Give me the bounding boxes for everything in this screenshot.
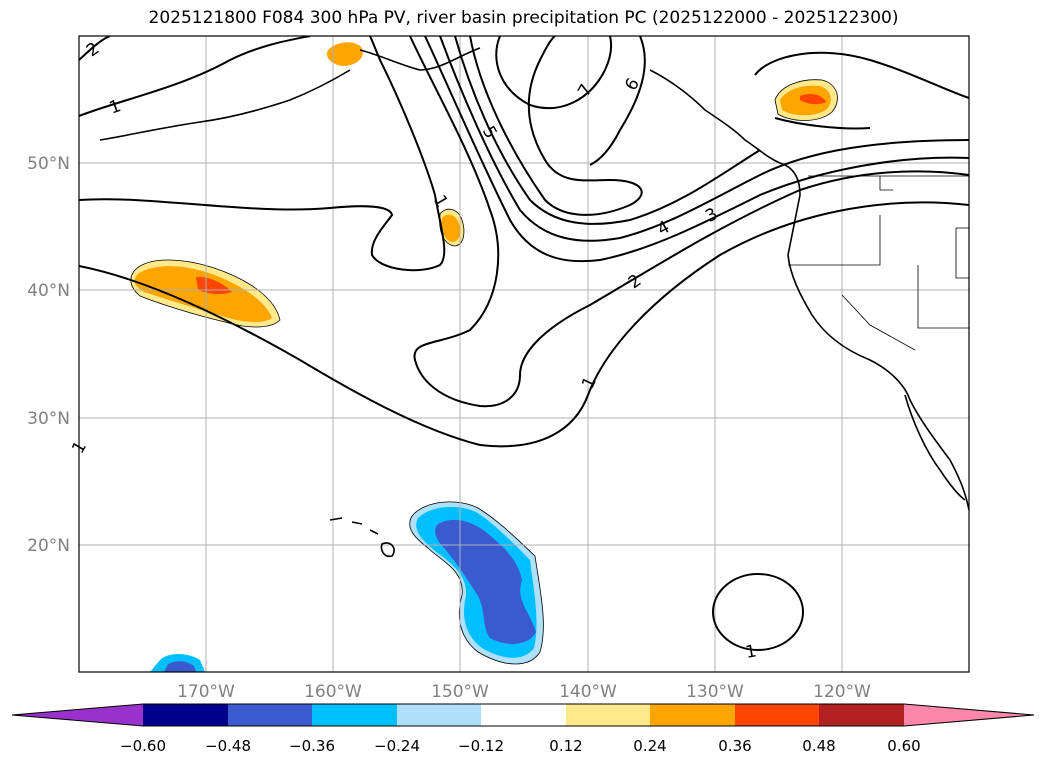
alaska-coast xyxy=(359,47,481,71)
colorbar-segment xyxy=(312,704,397,726)
pv-contour-1-closed xyxy=(712,573,804,651)
colorbar-segment xyxy=(650,704,735,726)
colorbar-segment xyxy=(143,704,228,726)
colorbar xyxy=(11,703,1035,727)
pv-contour-4 xyxy=(439,36,969,242)
colorbar-segment xyxy=(397,704,481,726)
political-borders xyxy=(788,175,969,351)
lat-label: 50°N xyxy=(27,154,70,174)
north-america-coast xyxy=(649,69,969,511)
aleutian-islands xyxy=(99,69,351,141)
lon-label: 170°W xyxy=(177,682,235,702)
colorbar-tick-label: −0.48 xyxy=(205,737,251,755)
precip-outlines xyxy=(130,79,838,665)
lon-label: 120°W xyxy=(813,682,871,702)
map-frame xyxy=(78,35,970,673)
pv-contour-2-nw xyxy=(79,36,111,61)
colorbar-tick-label: −0.36 xyxy=(289,737,335,755)
pv-contour-7-outer xyxy=(469,36,643,216)
colorbar-tick-label: 0.12 xyxy=(549,737,582,755)
lon-label: 130°W xyxy=(686,682,744,702)
map-title: 2025121800 F084 300 hPa PV, river basin … xyxy=(148,8,899,28)
lat-label: 40°N xyxy=(27,281,70,301)
gridlines xyxy=(79,36,969,672)
colorbar-tick-label: −0.12 xyxy=(458,737,504,755)
colorbar-arrow-low xyxy=(12,704,143,726)
colorbar-tick-label: 0.24 xyxy=(633,737,666,755)
pv-contour-ne xyxy=(754,51,969,99)
lat-label: 30°N xyxy=(27,409,70,429)
coastlines xyxy=(99,47,969,558)
baja-california xyxy=(904,394,966,501)
pv-contour-1-main xyxy=(79,201,969,448)
pv-contour-ne-2 xyxy=(774,117,871,130)
colorbar-segment xyxy=(819,704,904,726)
lon-label: 160°W xyxy=(304,682,362,702)
pv-contour-2 xyxy=(409,36,969,408)
lat-label: 20°N xyxy=(27,536,70,556)
colorbar-segment xyxy=(481,704,566,726)
colorbar-arrow-high xyxy=(904,704,1034,726)
colorbar-ticks: −0.60 −0.48 −0.36 −0.24 −0.12 0.12 0.24 … xyxy=(120,737,921,755)
contour-label: 1 xyxy=(744,641,758,663)
pv-contour-3 xyxy=(424,36,969,263)
colorbar-segment xyxy=(566,704,650,726)
colorbar-tick-label: −0.24 xyxy=(374,737,420,755)
colorbar-tick-label: 0.36 xyxy=(718,737,751,755)
pv-contour-5 xyxy=(454,36,761,225)
pv-contour-1-nw xyxy=(79,36,311,117)
colorbar-tick-label: −0.60 xyxy=(120,737,166,755)
axis-labels: 50°N 40°N 30°N 20°N 170°W 160°W 150°W 14… xyxy=(27,154,871,702)
colorbar-tick-label: 0.60 xyxy=(887,737,920,755)
pv-contours xyxy=(79,36,969,651)
hawaii-islands xyxy=(329,517,395,558)
colorbar-outline xyxy=(11,703,1035,727)
pv-contour-1-inner xyxy=(79,36,446,272)
colorbar-segment xyxy=(735,704,819,726)
colorbar-segment xyxy=(228,704,312,726)
pv-contour-7 xyxy=(495,36,613,110)
lon-label: 150°W xyxy=(431,682,489,702)
lon-label: 140°W xyxy=(559,682,617,702)
colorbar-tick-label: 0.48 xyxy=(802,737,835,755)
pv-contour-6 xyxy=(589,36,646,166)
